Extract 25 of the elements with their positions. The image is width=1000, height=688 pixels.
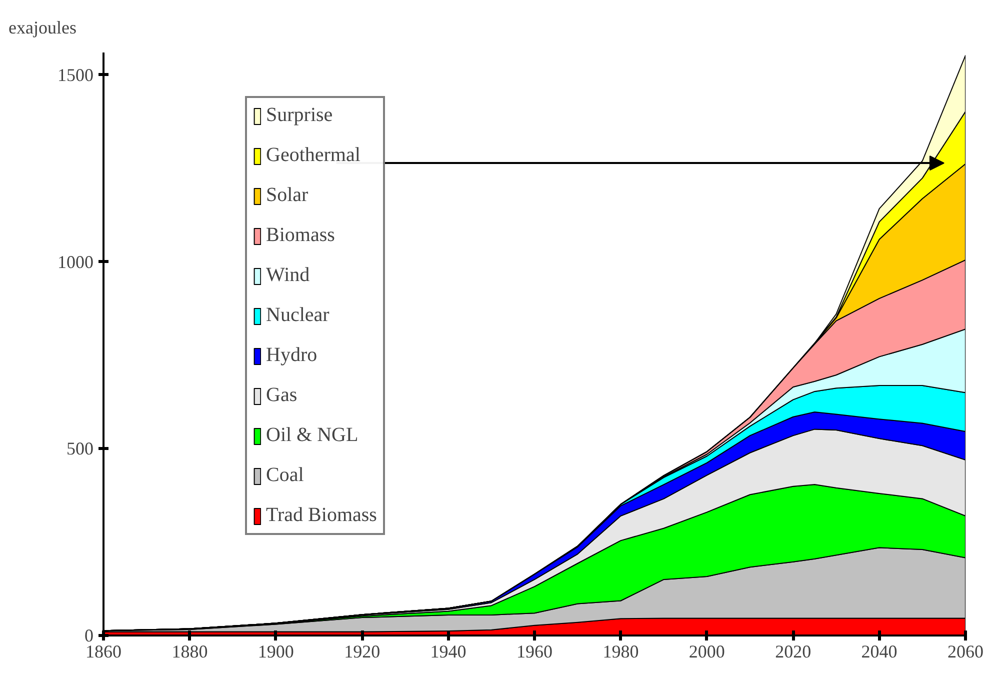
x-tick-label: 2060 [948, 642, 984, 662]
legend-label: Wind [266, 264, 310, 287]
legend-label: Hydro [266, 344, 318, 367]
x-tick-label: 1980 [602, 642, 639, 662]
legend-label: Nuclear [266, 304, 330, 327]
legend-label: Biomass [266, 224, 335, 247]
legend-label: Geothermal [266, 144, 360, 167]
y-axis-title: exajoules [8, 18, 76, 38]
x-tick-label: 1920 [344, 642, 380, 662]
y-tick-label: 1000 [58, 252, 94, 272]
legend-label: Surprise [266, 104, 333, 127]
legend-label: Trad Biomass [266, 504, 377, 527]
x-tick-label: 1940 [430, 642, 466, 662]
y-tick-label: 1500 [58, 64, 94, 85]
x-tick-label: 2000 [688, 642, 725, 662]
x-tick-label: 1960 [516, 642, 552, 662]
x-tick-label: 1880 [172, 642, 208, 662]
legend-label: Coal [266, 464, 304, 487]
legend-label: Gas [266, 384, 298, 407]
y-tick-label: 500 [66, 438, 94, 459]
x-tick-label: 1900 [258, 642, 294, 662]
x-tick-label: 2020 [775, 642, 812, 662]
x-tick-label: 2040 [861, 642, 898, 662]
legend-label: Solar [266, 184, 308, 207]
legend-label: Oil & NGL [266, 424, 358, 447]
